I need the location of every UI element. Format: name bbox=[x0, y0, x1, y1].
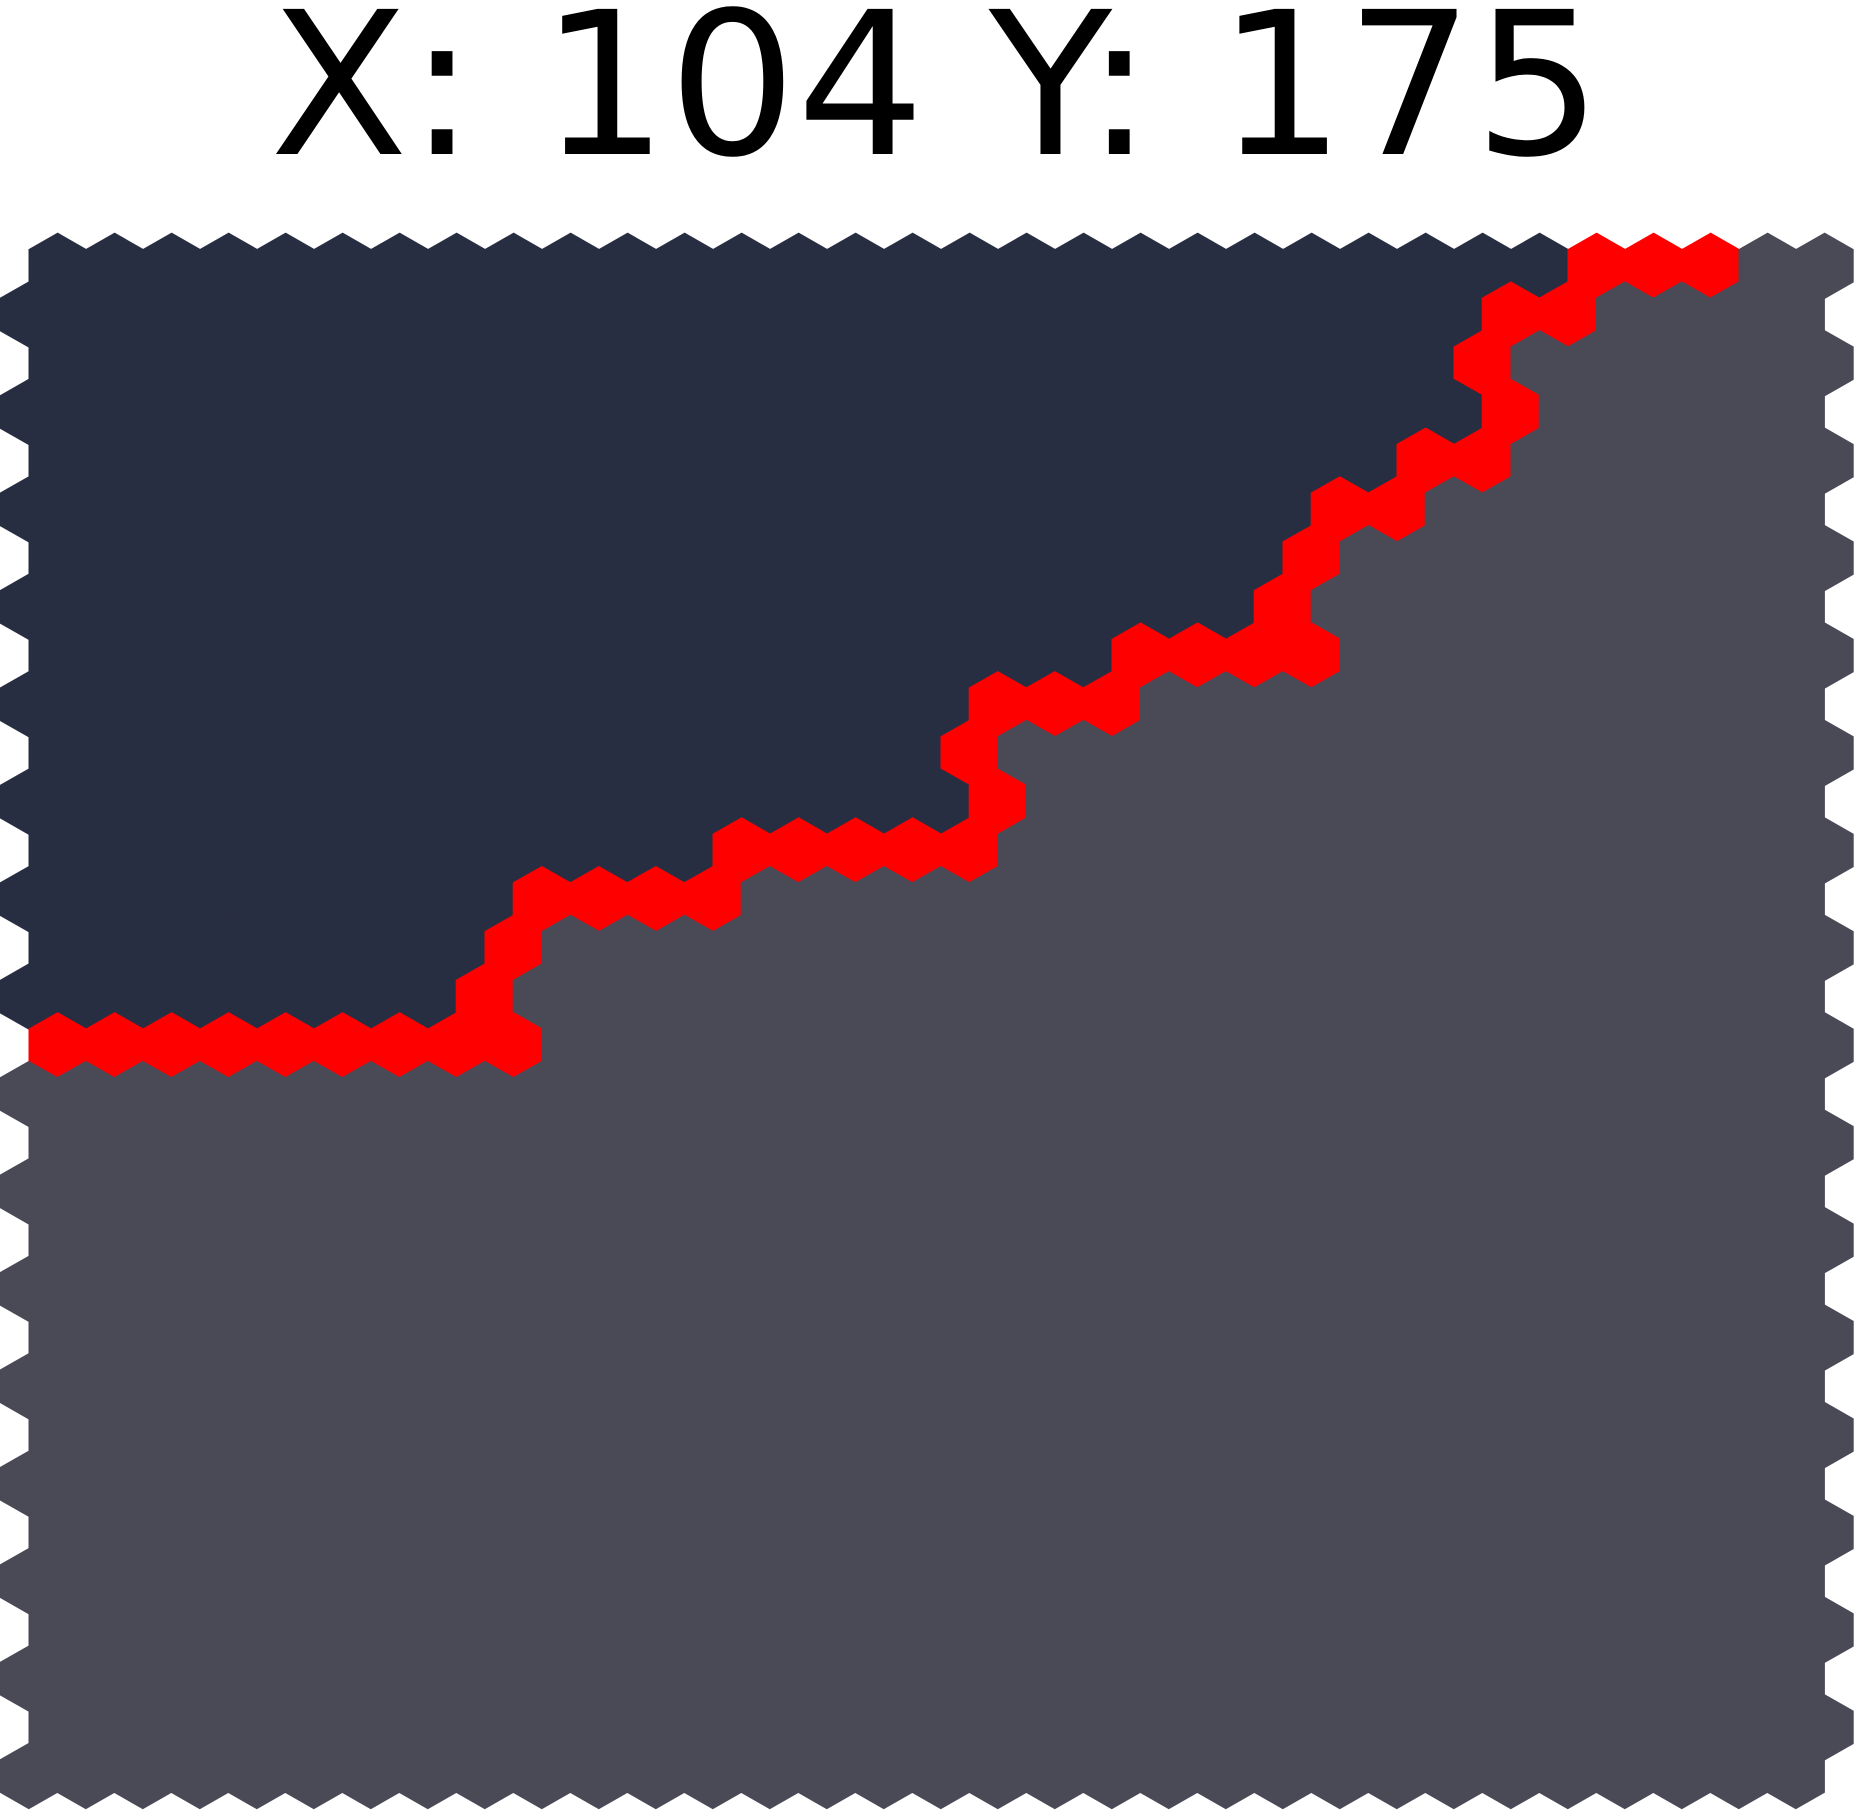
coordinates-title: X: 104 Y: 175 bbox=[270, 0, 1602, 202]
hex-cell bbox=[1766, 1742, 1825, 1810]
hex-grid bbox=[0, 232, 1854, 1810]
